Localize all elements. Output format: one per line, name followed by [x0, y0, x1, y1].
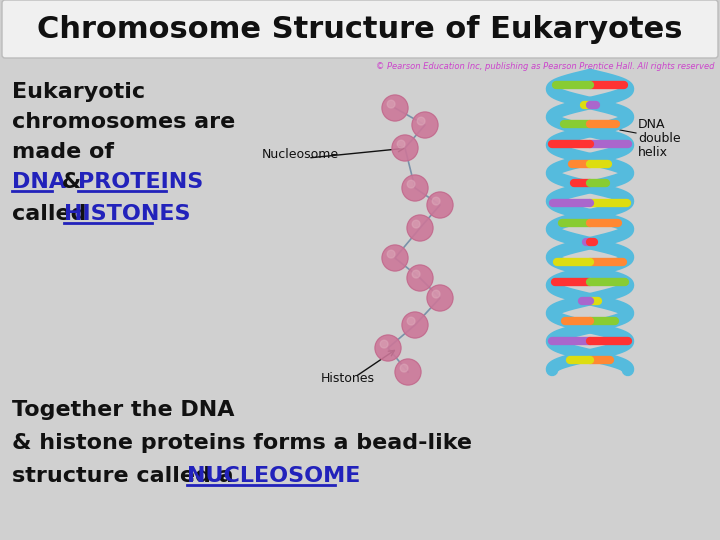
Text: & histone proteins forms a bead-like: & histone proteins forms a bead-like: [12, 433, 472, 453]
Text: NUCLEOSOME: NUCLEOSOME: [187, 466, 361, 486]
Circle shape: [387, 250, 395, 258]
Circle shape: [407, 215, 433, 241]
Circle shape: [392, 135, 418, 161]
Circle shape: [382, 245, 408, 271]
Circle shape: [400, 364, 408, 372]
Circle shape: [427, 285, 453, 311]
Circle shape: [432, 290, 440, 298]
Text: PROTEINS: PROTEINS: [78, 172, 203, 192]
Circle shape: [432, 197, 440, 205]
Text: chromosomes are: chromosomes are: [12, 112, 235, 132]
Circle shape: [407, 265, 433, 291]
Circle shape: [427, 192, 453, 218]
Circle shape: [395, 359, 421, 385]
Circle shape: [382, 95, 408, 121]
Circle shape: [380, 340, 388, 348]
Circle shape: [417, 117, 425, 125]
Text: DNA: DNA: [12, 172, 66, 192]
Text: Eukaryotic: Eukaryotic: [12, 82, 145, 102]
Text: © Pearson Education Inc, publishing as Pearson Prentice Hall. All rights reserve: © Pearson Education Inc, publishing as P…: [377, 62, 715, 71]
Text: Chromosome Structure of Eukaryotes: Chromosome Structure of Eukaryotes: [37, 16, 683, 44]
Circle shape: [387, 100, 395, 108]
Text: double: double: [638, 132, 680, 145]
Circle shape: [397, 140, 405, 148]
Text: Nucleosome: Nucleosome: [262, 148, 339, 161]
Text: helix: helix: [638, 146, 668, 159]
Circle shape: [375, 335, 401, 361]
Circle shape: [412, 112, 438, 138]
Circle shape: [413, 270, 420, 278]
FancyBboxPatch shape: [2, 0, 718, 58]
Circle shape: [402, 175, 428, 201]
Text: &: &: [54, 172, 89, 192]
Text: called: called: [12, 204, 94, 224]
Text: HISTONES: HISTONES: [64, 204, 191, 224]
Text: structure called a: structure called a: [12, 466, 241, 486]
Circle shape: [408, 317, 415, 325]
Text: Histones: Histones: [321, 372, 375, 385]
Text: made of: made of: [12, 142, 114, 162]
Circle shape: [408, 180, 415, 188]
Text: DNA: DNA: [638, 118, 665, 131]
Circle shape: [413, 220, 420, 228]
Circle shape: [402, 312, 428, 338]
Text: Together the DNA: Together the DNA: [12, 400, 235, 420]
